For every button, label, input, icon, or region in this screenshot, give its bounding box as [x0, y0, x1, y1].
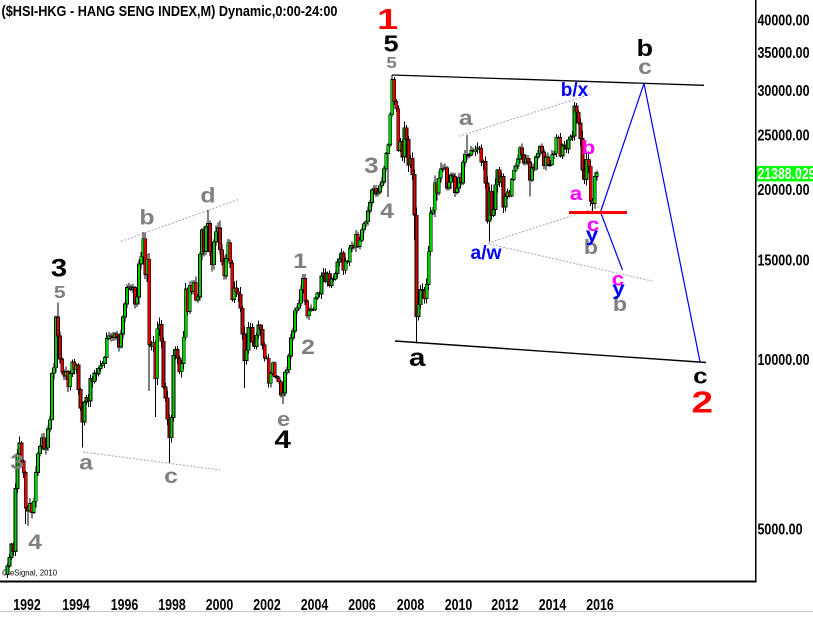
svg-text:40000.00: 40000.00	[758, 12, 810, 29]
svg-text:c: c	[693, 364, 707, 389]
svg-text:4: 4	[380, 199, 394, 223]
svg-text:2006: 2006	[348, 597, 376, 614]
svg-text:35000.00: 35000.00	[758, 45, 810, 62]
svg-text:2: 2	[301, 335, 315, 359]
svg-text:2: 2	[692, 385, 714, 419]
svg-text:21388.029: 21388.029	[758, 166, 813, 183]
svg-text:2002: 2002	[253, 597, 281, 614]
svg-text:2014: 2014	[539, 597, 567, 614]
svg-text:3: 3	[364, 154, 378, 179]
svg-text:c: c	[164, 464, 178, 488]
svg-text:2010: 2010	[445, 597, 473, 614]
svg-text:5: 5	[386, 53, 397, 71]
svg-text:($HSI-HKG - HANG SENG INDEX,M): ($HSI-HKG - HANG SENG INDEX,M) Dynamic,0…	[2, 3, 338, 20]
svg-text:c: c	[638, 55, 652, 79]
svg-text:b/x: b/x	[561, 80, 589, 101]
svg-text:b: b	[139, 205, 154, 229]
svg-text:30000.00: 30000.00	[758, 83, 810, 100]
svg-text:2000: 2000	[206, 597, 234, 614]
svg-text:2008: 2008	[397, 597, 425, 614]
svg-text:a/w: a/w	[471, 243, 502, 264]
svg-text:2016: 2016	[586, 597, 614, 614]
svg-text:e: e	[277, 408, 290, 431]
svg-text:c: c	[587, 215, 599, 236]
svg-text:© eSignal, 2010: © eSignal, 2010	[2, 568, 57, 578]
svg-text:1996: 1996	[111, 597, 139, 614]
svg-text:5: 5	[54, 282, 66, 302]
svg-text:3: 3	[51, 254, 67, 282]
svg-text:15000.00: 15000.00	[758, 253, 810, 270]
svg-text:1992: 1992	[13, 597, 41, 614]
svg-text:a: a	[459, 106, 473, 130]
svg-text:c: c	[612, 269, 624, 290]
svg-text:4: 4	[28, 530, 42, 554]
svg-text:1: 1	[293, 249, 307, 273]
svg-text:2004: 2004	[301, 597, 329, 614]
svg-text:20000.00: 20000.00	[758, 182, 810, 199]
svg-text:25000.00: 25000.00	[758, 127, 810, 144]
svg-text:3: 3	[10, 450, 24, 474]
svg-text:a: a	[570, 184, 583, 205]
svg-text:d: d	[200, 183, 215, 207]
svg-text:2012: 2012	[491, 597, 519, 614]
svg-text:1994: 1994	[62, 597, 90, 614]
svg-text:10000.00: 10000.00	[758, 352, 810, 369]
svg-text:5000.00: 5000.00	[758, 522, 803, 539]
svg-text:a: a	[409, 343, 426, 371]
svg-text:1998: 1998	[158, 597, 186, 614]
svg-text:a: a	[79, 450, 93, 474]
svg-text:b: b	[582, 137, 596, 158]
